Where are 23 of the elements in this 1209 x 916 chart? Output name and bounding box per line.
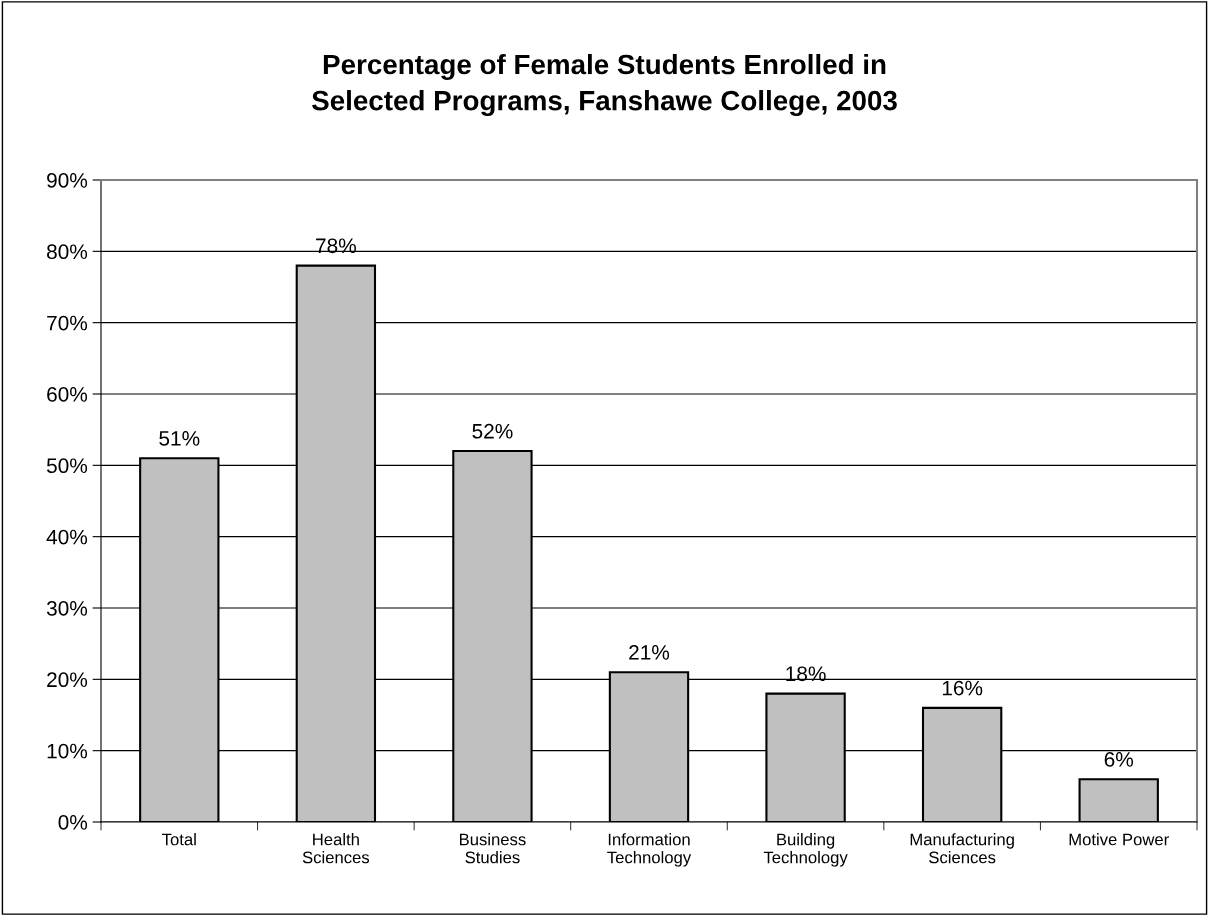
x-tick-label: Information Technology bbox=[607, 833, 692, 867]
y-tick-label: 0% bbox=[58, 815, 88, 830]
y-tick-label: 10% bbox=[47, 743, 88, 759]
y-tick-label: 20% bbox=[47, 672, 88, 688]
y-tick-label: 50% bbox=[46, 458, 88, 474]
x-tick-label: Motive Power bbox=[1069, 833, 1169, 846]
data-label: 6% bbox=[1104, 752, 1134, 767]
x-tick-label: Building Technology bbox=[763, 833, 848, 867]
y-tick-label: 30% bbox=[46, 601, 88, 616]
x-tick-label: Total bbox=[162, 833, 196, 846]
x-tick-label: Manufacturing Sciences bbox=[910, 833, 1014, 864]
x-tick-label: Business Studies bbox=[459, 833, 526, 864]
y-tick-label: 70% bbox=[47, 315, 88, 331]
y-tick-label: 90% bbox=[47, 173, 88, 188]
chart-title: Percentage of Female Students Enrolled in Selected Programs, Fanshawe College, 2003 bbox=[311, 53, 897, 117]
data-label: 16% bbox=[942, 680, 983, 696]
x-tick-label: Health Sciences bbox=[302, 833, 370, 864]
y-tick-label: 60% bbox=[47, 387, 88, 402]
data-label: 21% bbox=[629, 645, 670, 660]
data-label: 52% bbox=[472, 423, 513, 439]
y-tick-label: 80% bbox=[47, 244, 88, 260]
data-label: 51% bbox=[159, 431, 200, 446]
y-tick-label: 40% bbox=[46, 529, 88, 545]
